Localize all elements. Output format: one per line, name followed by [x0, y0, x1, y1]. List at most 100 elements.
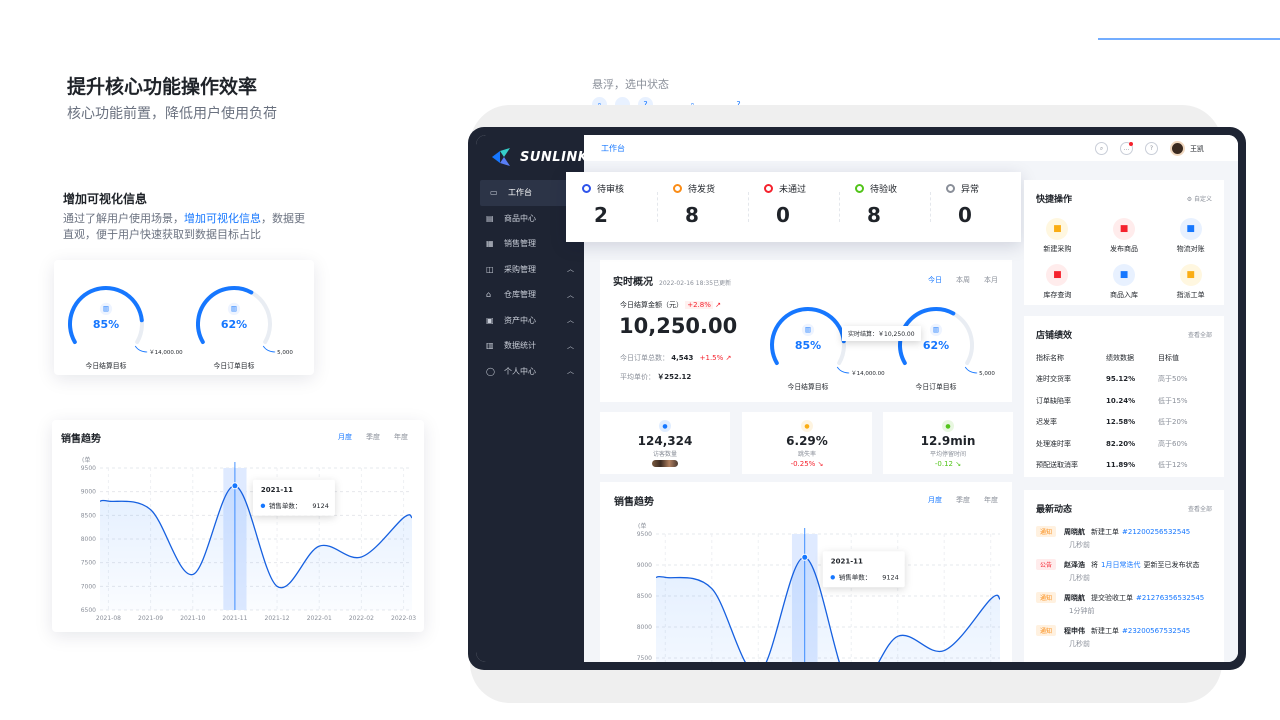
tab-week[interactable]: 本周 [956, 276, 970, 284]
status-item[interactable]: 异常 0 [930, 172, 1021, 242]
chart-tooltip [822, 551, 905, 588]
quick-actions-panel: 快捷操作 ⚙ 自定义 ■ 新建采购 ■ 发布商品 ■ 物流对账 ■ 库存查询 ■ 商品入库 ■ 指派工… [1024, 180, 1224, 305]
message-icon[interactable]: … [1120, 142, 1133, 155]
bell-icon: ■ [1112, 264, 1135, 286]
list-item[interactable]: 通知 周晓航 提交验收工单 #21276356532545 1分钟前 [1036, 592, 1222, 616]
x-tick-label: 2022-03 [391, 615, 416, 622]
tab-today[interactable]: 今日 [928, 276, 942, 284]
status-label-row: 待验收 [855, 182, 930, 195]
tab-quarter[interactable]: 季度 [956, 496, 970, 504]
help-icon[interactable]: ? [1145, 142, 1158, 155]
y-tick-label: 7500 [637, 655, 652, 662]
status-item[interactable]: 未通过 0 [748, 172, 839, 242]
search-icon[interactable]: ⌕ [1095, 142, 1108, 155]
news-action: 提交验收工单 [1091, 594, 1134, 602]
page-subtitle: 核心功能前置，降低用户使用负荷 [67, 106, 277, 122]
status-item[interactable]: 待发货 8 [657, 172, 748, 242]
section-description: 通过了解用户使用场景，增加可视化信息，数据更直观，便于用户快速获取到数据目标占比 [63, 212, 305, 241]
y-tick-label: 7500 [81, 560, 96, 567]
list-item[interactable]: 公告 赵泽浩将 1月日常迭代 更新至已发布状态 几秒前 [1036, 559, 1222, 583]
overview-gauges: ▥ 85% ￥14,000.00 今日结算目标 ▥ 62% 5,000 今日订单目标 [770, 307, 995, 391]
status-card: 待审核 2 待发货 8 未通过 0 待验收 8 异常 0 [566, 172, 1021, 242]
gauge-fill [770, 307, 846, 365]
metric-card: ● 6.29% 跳失率 -0.25% ↘ [742, 412, 872, 474]
series-line [655, 556, 1001, 662]
sidebar-item[interactable]: ▥ 数据统计 ︿ [476, 333, 584, 359]
help-icon[interactable]: ? [731, 97, 746, 112]
tablet-frame: SUNLINK ▭ 工作台 ▤ 商品中心 ▦ 销售管理 ◫ 采购管理 ︿ ⌂ 仓库管理 ︿ ▣ 资产中心 ︿… [468, 127, 1246, 670]
user-menu[interactable]: 王凯 [1170, 141, 1204, 156]
news-line: 公告 赵泽浩将 1月日常迭代 更新至已发布状态 [1036, 559, 1222, 570]
quick-action[interactable]: ■ 指派工单 [1157, 264, 1224, 300]
truck-icon: ■ [1179, 218, 1202, 240]
news-user: 赵泽浩 [1064, 561, 1086, 569]
x-tick-label: 2021-09 [138, 615, 163, 622]
news-view-all[interactable]: 查看全部 [1187, 506, 1212, 513]
orders-change: +1.5% [699, 354, 724, 362]
decor-line [1098, 38, 1280, 40]
news-line: 通知 周晓航 新建工单 #21200256532545 [1036, 526, 1222, 537]
list-item[interactable]: 通知 程申伟 新建工单 #23200567532545 几秒前 [1036, 625, 1222, 649]
tab-month[interactable]: 月度 [338, 433, 352, 441]
status-item[interactable]: 待验收 8 [839, 172, 930, 242]
wallet-icon: ▣ [486, 315, 494, 325]
status-label: 未通过 [779, 185, 807, 195]
sidebar-item[interactable]: ▭ 工作台 [480, 180, 580, 206]
quick-action[interactable]: ■ 发布商品 [1091, 218, 1158, 254]
quick-action[interactable]: ■ 物流对账 [1157, 218, 1224, 254]
sidebar-item[interactable]: ▣ 资产中心 ︿ [476, 308, 584, 334]
tab-month[interactable]: 本月 [984, 276, 998, 284]
pin-icon: ■ [1179, 264, 1202, 286]
news-user: 周晓航 [1064, 528, 1086, 536]
breadcrumb[interactable]: 工作台 [601, 144, 625, 153]
gauge-percent: 85% [795, 339, 821, 352]
status-item[interactable]: 待审核 2 [566, 172, 657, 242]
orders-row: 今日订单总数： 4,543 +1.5% ↗ [620, 354, 732, 362]
news-link[interactable]: #21276356532545 [1136, 594, 1205, 602]
list-item[interactable]: 通知 周晓航 新建工单 #21200256532545 几秒前 [1036, 526, 1222, 550]
app-screen: SUNLINK ▭ 工作台 ▤ 商品中心 ▦ 销售管理 ◫ 采购管理 ︿ ⌂ 仓库管理 ︿ ▣ 资产中心 ︿… [476, 135, 1238, 662]
table-cell: 低于12% [1158, 461, 1188, 470]
search-icon[interactable]: ⌕ [690, 99, 695, 109]
news-link[interactable]: #21200256532545 [1122, 528, 1191, 536]
tab-month[interactable]: 月度 [928, 496, 942, 504]
sunlink-logo-icon [492, 148, 510, 166]
quick-action-label: 商品入库 [1109, 291, 1138, 299]
x-tick-label: 2021-12 [265, 615, 290, 622]
sidebar-item[interactable]: ◯ 个人中心 ︿ [476, 359, 584, 385]
news-link[interactable]: 1月日常迭代 [1101, 561, 1141, 569]
sidebar-item[interactable]: ▤ 商品中心 [476, 206, 584, 232]
news-tag: 通知 [1036, 526, 1057, 537]
gauge-percent: 62% [221, 318, 247, 331]
tab-year[interactable]: 年度 [394, 433, 408, 441]
quick-action[interactable]: ■ 商品入库 [1091, 264, 1158, 300]
overview-panel: 实时概况 2022-02-16 18:35已更新 今日 本周 本月 今日结算金额… [600, 260, 1012, 402]
sidebar-item-label: 采购管理 [504, 264, 536, 274]
sidebar-item[interactable]: ◫ 采购管理 ︿ [476, 257, 584, 283]
sidebar-item[interactable]: ⌂ 仓库管理 ︿ [476, 282, 584, 308]
perf-view-all[interactable]: 查看全部 [1187, 332, 1212, 339]
quick-action[interactable]: ■ 库存查询 [1024, 264, 1091, 300]
message-icon[interactable]: … [708, 97, 723, 112]
table-cell: 迟发率 [1036, 418, 1057, 427]
settlement-gauge: ▥ 85% ￥14,000.00 今日结算目标 [770, 307, 885, 391]
sidebar-item[interactable]: ▦ 销售管理 [476, 231, 584, 257]
sidebar-item-label: 仓库管理 [504, 290, 536, 300]
perf-header-cell: 绩效数据 [1106, 353, 1134, 362]
quick-action[interactable]: ■ 新建采购 [1024, 218, 1091, 254]
customize-link[interactable]: ⚙ 自定义 [1186, 196, 1212, 203]
chevron-up-icon: ︿ [567, 265, 574, 274]
tab-quarter[interactable]: 季度 [366, 433, 380, 441]
news-link[interactable]: #23200567532545 [1122, 627, 1191, 635]
tab-year[interactable]: 年度 [984, 496, 998, 504]
x-tick-label: 2022-01 [307, 615, 332, 622]
sidebar-item-label: 数据统计 [504, 341, 536, 351]
metric-card: ● 12.9min 平均停留时间 -0.12 ↘ [883, 412, 1013, 474]
y-axis-label: (单 [82, 456, 90, 464]
perf-header-cell: 目标值 [1158, 353, 1179, 362]
status-label: 异常 [961, 185, 980, 195]
news-tag: 公告 [1036, 559, 1057, 570]
table-cell: 准时交货率 [1036, 375, 1071, 384]
news-line: 通知 程申伟 新建工单 #23200567532545 [1036, 625, 1222, 636]
metric-delta: -0.12 ↘ [934, 460, 962, 468]
